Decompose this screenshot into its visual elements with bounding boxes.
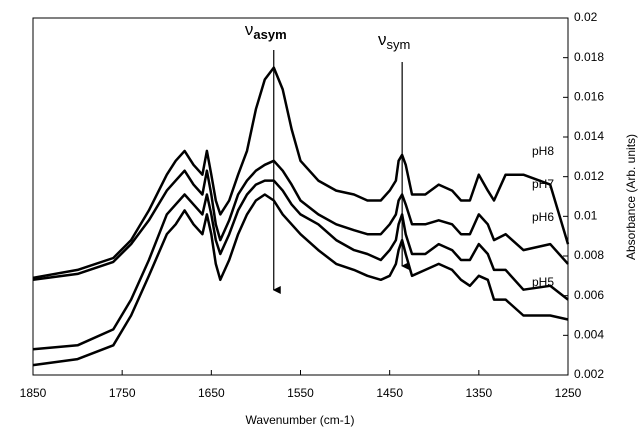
- annotation-subscript: sym: [386, 37, 410, 52]
- series-line: [32, 159, 569, 282]
- y-tick-label: 0.016: [574, 90, 604, 104]
- y-tick-label: 0.014: [574, 129, 604, 143]
- annotation-symbol: ν: [378, 30, 387, 49]
- x-tick-label: 1350: [465, 386, 492, 400]
- annotation-symbol: ν: [245, 20, 254, 39]
- x-axis-title: Wavenumber (cm-1): [246, 413, 355, 427]
- y-tick-label: 0.012: [574, 169, 604, 183]
- series-label: pH6: [532, 210, 554, 224]
- annotation-label: νasym: [245, 20, 287, 42]
- plot-frame: [32, 17, 569, 376]
- y-tick-label: 0.004: [574, 328, 604, 342]
- y-tick-label: 0.002: [574, 367, 604, 381]
- series-label: pH7: [532, 177, 554, 191]
- x-tick-label: 1250: [555, 386, 582, 400]
- y-axis-title: Absorbance (Arb. units): [624, 134, 638, 260]
- y-tick-label: 0.008: [574, 248, 604, 262]
- x-tick-label: 1550: [287, 386, 314, 400]
- series-line: [32, 66, 570, 280]
- annotation-label: νsym: [378, 30, 410, 52]
- y-tick-label: 0.018: [574, 50, 604, 64]
- y-tick-label: 0.01: [574, 209, 598, 223]
- series-label: pH5: [532, 275, 554, 289]
- y-tick-label: 0.02: [574, 10, 598, 24]
- y-tick-label: 0.006: [574, 288, 604, 302]
- series-line: [32, 179, 569, 351]
- series-line: [32, 193, 569, 367]
- x-tick-label: 1850: [20, 386, 47, 400]
- x-tick-label: 1650: [198, 386, 225, 400]
- x-tick-label: 1750: [109, 386, 136, 400]
- annotation-subscript: asym: [253, 27, 286, 42]
- x-tick-label: 1450: [376, 386, 403, 400]
- series-label: pH8: [532, 144, 554, 158]
